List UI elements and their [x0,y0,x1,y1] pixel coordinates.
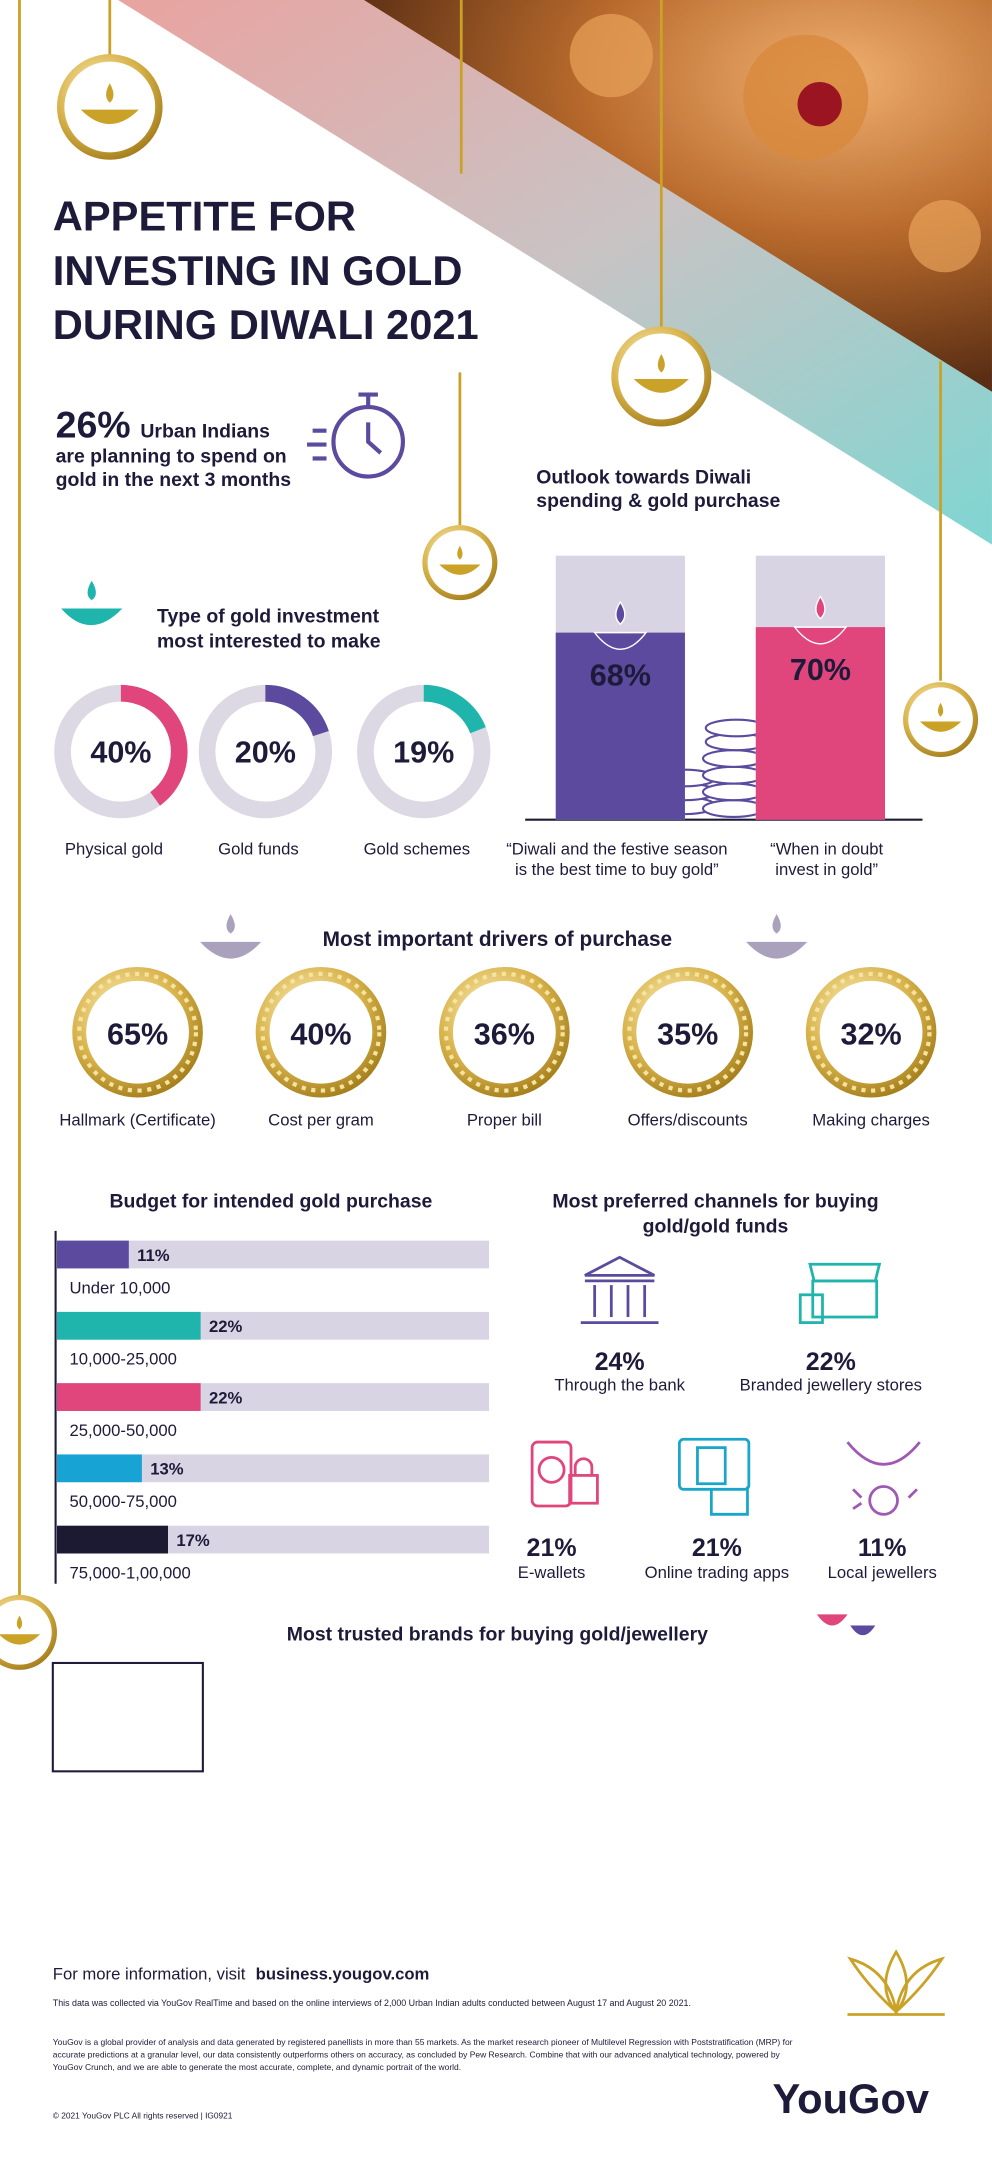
bar-label: 68% [590,658,651,692]
donut-label: 40% [90,736,151,770]
footer-about: YouGov Crunch, and we are able to genera… [53,2062,461,2072]
section-title: Most important drivers of purchase [323,928,673,951]
channel-value: 21% [692,1534,742,1562]
donut-name: Gold funds [218,839,299,858]
bar-label: 13% [150,1460,184,1479]
driver-name: Making charges [812,1110,930,1129]
section-title: Outlook towards Diwali [536,466,751,488]
logo: YouGov [772,2075,929,2122]
title: APPETITE FOR [53,193,356,240]
driver-value: 65% [107,1018,168,1052]
title: INVESTING IN GOLD [53,247,463,294]
budget-range: 25,000-50,000 [69,1421,176,1440]
bar-label: 70% [790,653,851,687]
driver-value: 35% [657,1018,718,1052]
donut-label: 19% [393,736,454,770]
bar-label: 17% [176,1531,210,1550]
footer-about: YouGov is a global provider of analysis … [53,2037,793,2047]
intro-text: gold in the next 3 months [56,469,292,491]
channel-value: 21% [527,1534,577,1562]
driver-name: Hallmark (Certificate) [59,1110,215,1129]
channel-name: Online trading apps [645,1563,789,1582]
channel-name: Branded jewellery stores [740,1376,922,1395]
donut-name: Gold schemes [364,839,470,858]
driver-name: Cost per gram [268,1110,374,1129]
bar [755,627,885,820]
section-title: gold/gold funds [643,1215,789,1237]
intro-value: 26% [56,404,131,446]
copyright: © 2021 YouGov PLC All rights reserved | … [53,2111,233,2121]
channel-value: 24% [595,1348,645,1376]
budget-range: 75,000-1,00,000 [69,1563,190,1582]
driver-name: Offers/discounts [628,1110,748,1129]
bar-caption: is the best time to buy gold” [515,860,719,879]
driver-value: 32% [841,1018,902,1052]
channel-name: E-wallets [518,1563,586,1582]
section-title: Most trusted brands for buying gold/jewe… [287,1624,708,1646]
donut-name: Physical gold [65,839,163,858]
title: DURING DIWALI 2021 [53,301,479,348]
bar [56,1311,201,1340]
bar-caption: “Diwali and the festive season [506,839,727,858]
bar [555,632,685,820]
bar [56,1525,168,1554]
budget-range: Under 10,000 [69,1278,170,1297]
budget-range: 10,000-25,000 [69,1350,176,1369]
donut-label: 20% [235,736,296,770]
bar-label: 11% [137,1246,170,1265]
footer-more: For more information, visit [53,1965,246,1984]
intro-text: are planning to spend on [56,446,287,468]
donut-arc [54,684,188,819]
section-title: Budget for intended gold purchase [109,1190,432,1212]
footer-note: This data was collected via YouGov RealT… [53,1998,691,2008]
bar-label: 22% [209,1388,243,1407]
section-title: Most preferred channels for buying [552,1190,878,1212]
bar [56,1454,142,1483]
diya-icon [593,600,648,650]
channel-value: 11% [858,1534,907,1562]
donut-arc [198,684,333,819]
intro-lead: Urban Indians [140,421,270,443]
section-title: spending & gold purchase [536,490,780,512]
driver-value: 40% [290,1018,351,1052]
section-title: Type of gold investment [157,605,380,627]
donut-arc [357,684,491,819]
section-title: most interested to make [157,630,381,652]
channel-name: Local jewellers [828,1563,937,1582]
bar-label: 22% [209,1317,243,1336]
bar-caption: invest in gold” [775,860,878,879]
driver-value: 36% [474,1018,535,1052]
footer-link: business.yougov.com [256,1965,430,1984]
budget-range: 50,000-75,000 [69,1492,176,1511]
bar-track [56,1240,490,1269]
channel-name: Through the bank [554,1376,685,1395]
footer-about: accurate predictions at a granular level… [53,2050,781,2060]
channel-value: 22% [806,1348,856,1376]
bar [56,1240,129,1269]
bar-caption: “When in doubt [770,839,883,858]
diya-icon [793,595,848,645]
driver-name: Proper bill [467,1110,542,1129]
bar [56,1383,201,1411]
